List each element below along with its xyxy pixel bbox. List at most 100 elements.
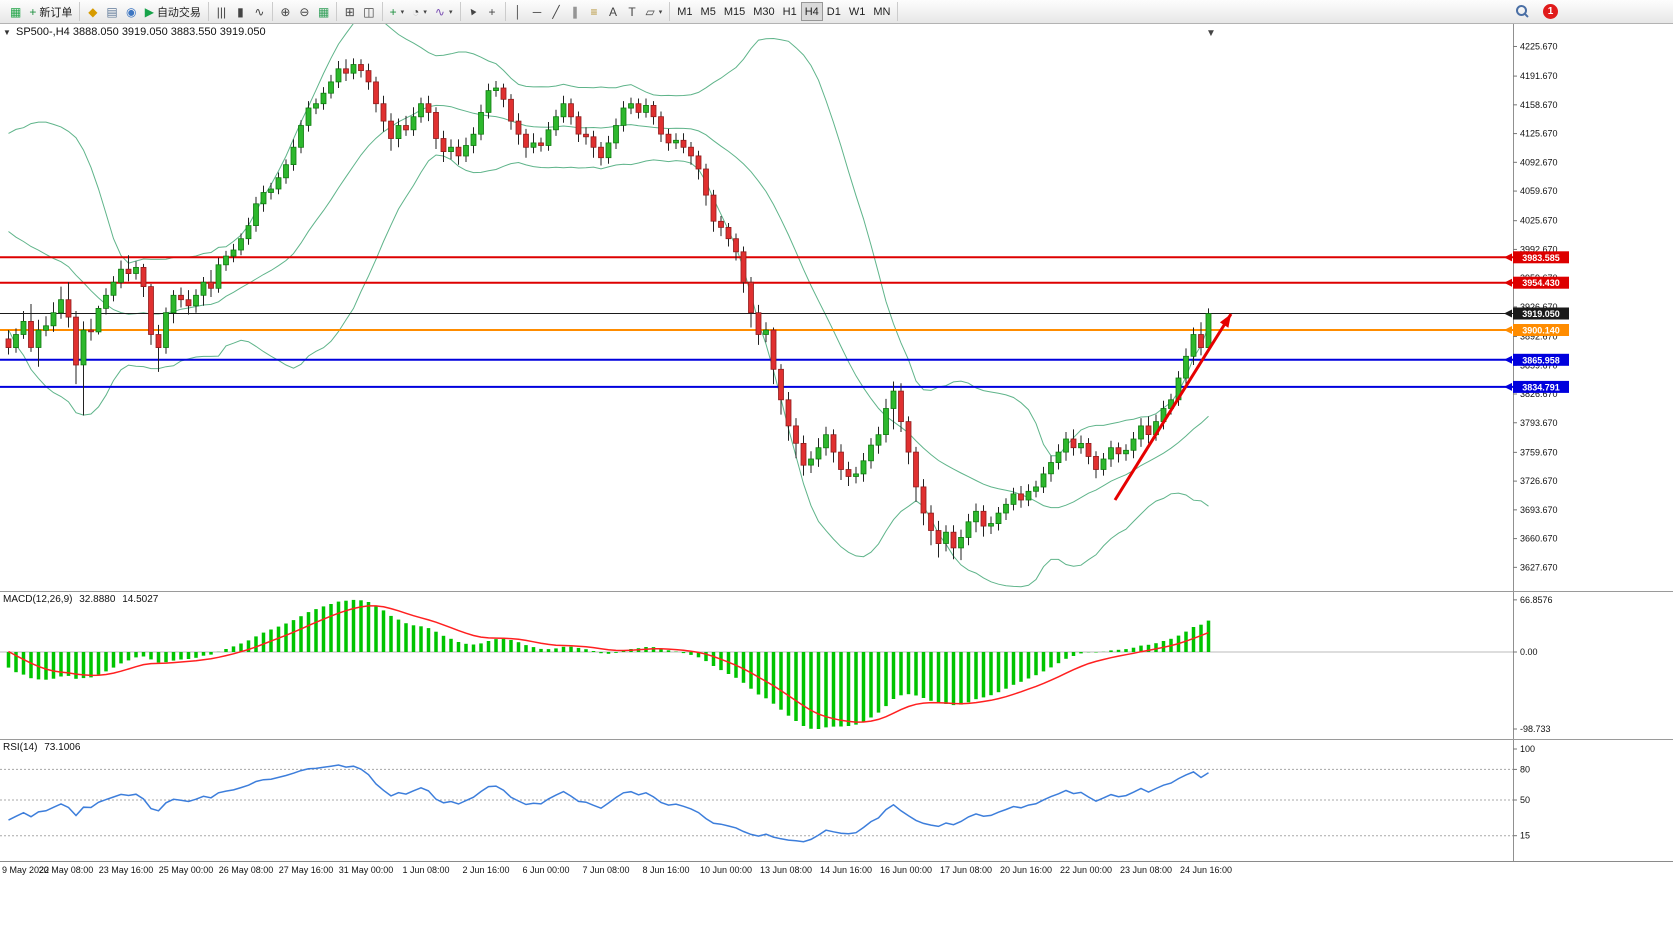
candle [1190,327,1197,365]
candle [80,321,87,416]
price-axis-label[interactable]: 3660.670 [1520,534,1558,544]
channel-button[interactable]: ∥ [566,2,585,21]
text-button[interactable]: A [604,2,623,21]
price-axis-label[interactable]: 3627.670 [1520,562,1558,572]
zoom-in-button[interactable]: ⊕ [276,2,295,21]
candle [298,120,304,154]
price-axis-label[interactable]: 3793.670 [1520,418,1558,428]
candle [50,302,57,332]
price-axis-label[interactable]: 3892.670 [1520,332,1558,342]
price-axis-label[interactable]: 3693.670 [1520,505,1558,515]
macd-axis-label[interactable]: 0.00 [1520,647,1538,657]
timeframe-h4-button[interactable]: H4 [800,2,823,21]
fibonacci-button[interactable]: ≡ [585,2,604,21]
rsi-axis-label[interactable]: 80 [1520,764,1530,774]
market-watch-icon: ◆ [88,4,98,19]
candle [523,128,529,158]
candle [365,63,372,90]
main-chart[interactable]: 4225.670 4191.670 4158.670 4125.670 4092.670… [0,24,1673,591]
rsi-indicator-name: RSI(14) [3,742,38,753]
tile-windows-button[interactable]: ⊞ [340,2,359,21]
indicators-button[interactable]: ∿ ▾ [431,2,457,21]
candle [898,383,904,432]
chart-context-icon[interactable]: ▼ [3,28,11,37]
candle [943,525,949,552]
price-axis-label[interactable]: 3926.670 [1520,302,1558,312]
new-order-button-label: 新订单 [39,6,73,19]
candle [388,113,394,151]
shapes-button[interactable]: ▱ ▾ [642,2,667,21]
chart-shift-marker-icon[interactable]: ▼ [1206,28,1216,39]
chart-line-button[interactable]: ∿ [250,2,269,21]
notification-badge[interactable]: 1 [1543,4,1558,19]
candle [1130,432,1137,459]
period-button[interactable]: ◔ ▾ [408,2,431,21]
price-axis-label[interactable]: 3759.670 [1520,447,1558,457]
candle [530,133,537,154]
search-button[interactable] [1512,2,1533,21]
crosshair-button[interactable]: + [483,2,502,21]
price-axis-label[interactable]: 4125.670 [1520,129,1558,139]
rsi-chart[interactable]: 100 80 50 15 [0,740,1673,861]
timeframe-m1-button[interactable]: M1 [673,2,696,21]
navigator-button[interactable]: ◉ [122,2,141,21]
price-axis-label[interactable]: 4025.670 [1520,216,1558,226]
timeframe-m5-button[interactable]: M5 [697,2,720,21]
price-axis-label[interactable]: 4158.670 [1520,100,1558,110]
candle [163,307,169,354]
label-button[interactable]: T [623,2,642,21]
candle [1048,455,1054,482]
candle [410,107,417,136]
rsi-panel: 100 80 50 15 RSI(14) 73.1006 [0,739,1673,861]
price-axis-label[interactable]: 3826.670 [1520,389,1558,399]
macd-axis-label[interactable]: 66.8576 [1520,595,1553,605]
crosshair-icon: + [488,4,496,19]
terminal-button[interactable]: ▦ [6,2,25,21]
grid-button[interactable]: ▦ [314,2,333,21]
timeframe-mn-button[interactable]: MN [869,2,894,21]
new-order-button[interactable]: + 新订单 [25,2,76,21]
cascade-windows-button[interactable]: ◫ [359,2,378,21]
zoom-out-button[interactable]: ⊖ [295,2,314,21]
timeframe-d1-button[interactable]: D1 [823,2,845,21]
data-window-button[interactable]: ▤ [102,2,121,21]
macd-chart[interactable]: 66.8576 0.00 -98.733 [0,592,1673,739]
candle [643,98,649,118]
hline-button[interactable]: ─ [528,2,547,21]
price-axis-label[interactable]: 4059.670 [1520,186,1558,196]
candle [673,133,679,149]
timeframe-h1-button[interactable]: H1 [779,2,801,21]
price-axis-label[interactable]: 3726.670 [1520,476,1558,486]
price-axis-label[interactable]: 3992.670 [1520,244,1558,254]
candle [688,142,694,165]
price-axis-label[interactable]: 4092.670 [1520,157,1558,167]
timeframe-m30-button[interactable]: M30 [749,2,778,21]
price-axis-label[interactable]: 4225.670 [1520,42,1558,52]
timeframe-m15-button[interactable]: M15 [720,2,749,21]
market-watch-button[interactable]: ◆ [83,2,102,21]
rsi-axis-label[interactable]: 50 [1520,795,1530,805]
candle [238,233,244,256]
autotrading-button[interactable]: ▶ 自动交易 [141,2,205,21]
candle [1040,466,1047,493]
candle [178,287,184,308]
new-chart-button[interactable]: + ▾ [386,2,409,21]
bottom-filler [0,879,1673,943]
candle [208,270,214,297]
timeframe-w1-button[interactable]: W1 [845,2,870,21]
trendline-button[interactable]: ╱ [547,2,566,21]
time-axis[interactable]: 9 May 2022 20 May 08:00 23 May 16:00 25 May… [0,861,1673,879]
price-axis-label[interactable]: 4191.670 [1520,71,1558,81]
chart-candles-button[interactable]: ▮ [231,2,250,21]
rsi-axis-label[interactable]: 15 [1520,831,1530,841]
rsi-axis-label[interactable]: 100 [1520,744,1535,754]
candle [635,98,642,119]
macd-axis-label[interactable]: -98.733 [1520,724,1551,734]
text-icon: A [608,4,617,19]
toolbar: ▦ + 新订单 ◆ ▤ ◉ ▶ 自动交易 ||| ▮ ∿ ⊕ ⊖ ▦ ⊞ ◫ + ▾ ◔ ▾ ∿ ▾ ▲ + │ ─ ╱ ∥ ≡ A T ▱ ▾… [0,0,1673,24]
chart-bars-button[interactable]: ||| [212,2,231,21]
trend-arrow[interactable] [1113,313,1233,501]
cursor-button[interactable]: ▲ [464,2,483,21]
time-label: 20 May 08:00 [38,865,94,875]
vline-button[interactable]: │ [509,2,528,21]
